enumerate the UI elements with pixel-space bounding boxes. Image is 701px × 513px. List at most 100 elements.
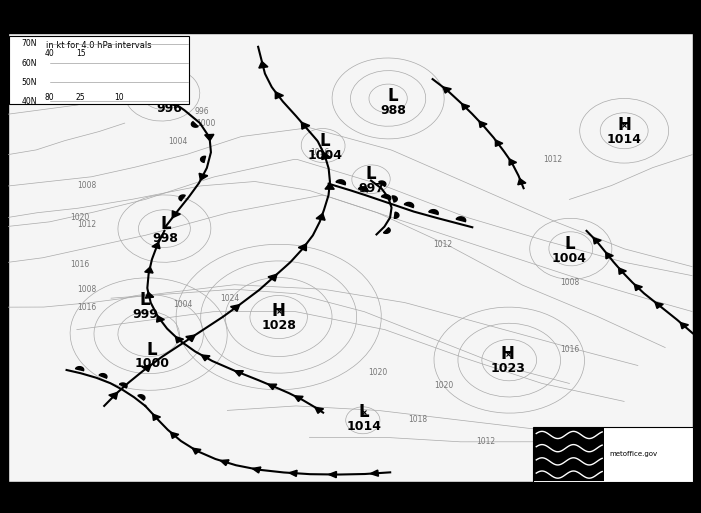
Polygon shape [496,140,503,146]
Text: 40N: 40N [22,96,37,106]
Polygon shape [235,371,243,376]
Text: H: H [272,302,285,321]
Text: in kt for 4.0 hPa intervals: in kt for 4.0 hPa intervals [46,41,152,50]
Polygon shape [301,122,310,129]
Text: L: L [564,235,575,253]
Text: L: L [366,166,376,184]
Polygon shape [655,302,663,308]
Text: 1014: 1014 [606,133,641,146]
Polygon shape [322,152,331,160]
Text: 1028: 1028 [261,319,296,332]
Polygon shape [175,337,184,343]
Polygon shape [156,315,165,322]
Text: 996: 996 [195,107,210,116]
Text: 996: 996 [156,102,182,114]
Polygon shape [329,471,336,478]
Polygon shape [153,414,161,421]
Polygon shape [518,179,526,185]
Polygon shape [456,217,465,222]
Polygon shape [119,383,127,388]
Polygon shape [109,392,118,399]
Text: 1000: 1000 [135,358,170,370]
Polygon shape [76,367,83,371]
Bar [533,427,693,482]
Polygon shape [170,432,179,439]
Polygon shape [186,335,195,342]
Text: 25: 25 [76,93,86,103]
Text: 1016: 1016 [78,303,97,312]
Text: 1018: 1018 [408,415,427,424]
Text: 1012: 1012 [433,240,452,249]
Text: 1004: 1004 [168,136,188,146]
Polygon shape [294,396,303,402]
Polygon shape [179,195,185,201]
Polygon shape [370,470,379,476]
Polygon shape [172,211,180,218]
Text: H: H [501,345,515,363]
Text: 40: 40 [44,49,54,58]
Polygon shape [619,268,626,274]
Text: 50N: 50N [22,77,37,87]
Polygon shape [606,252,613,259]
Text: 988: 988 [380,104,406,117]
Text: 1023: 1023 [491,362,525,375]
Polygon shape [220,460,229,465]
Polygon shape [268,384,277,389]
Text: 1008: 1008 [78,182,97,190]
Polygon shape [275,92,283,99]
Text: 15: 15 [76,49,86,58]
Polygon shape [316,213,325,220]
Polygon shape [152,242,160,249]
Polygon shape [358,187,368,192]
Polygon shape [191,122,198,127]
Text: 999: 999 [132,308,158,321]
Text: 998: 998 [153,232,179,245]
Polygon shape [429,210,438,214]
Text: L: L [320,132,330,150]
Text: 1024: 1024 [220,293,239,303]
Text: 60N: 60N [22,58,37,68]
Polygon shape [252,467,261,473]
Polygon shape [142,365,151,371]
Polygon shape [383,228,390,233]
Polygon shape [479,121,487,128]
Text: L: L [164,85,175,103]
Polygon shape [99,373,107,378]
Text: 1004: 1004 [552,252,587,265]
Polygon shape [201,355,210,361]
Polygon shape [680,323,688,329]
Polygon shape [199,173,207,180]
Text: 1016: 1016 [560,345,579,354]
Polygon shape [404,203,414,207]
Text: 997: 997 [358,182,384,195]
Polygon shape [336,180,346,185]
Polygon shape [381,194,390,200]
Polygon shape [259,62,268,68]
Text: 1008: 1008 [78,285,97,294]
Polygon shape [394,212,399,219]
Text: H: H [618,116,631,134]
Polygon shape [138,394,145,400]
Polygon shape [205,134,214,141]
Text: L: L [147,341,158,359]
Text: 1020: 1020 [368,368,388,377]
Text: 1012: 1012 [543,154,562,164]
Text: L: L [388,87,398,105]
Text: 1004: 1004 [173,301,193,309]
Polygon shape [509,159,517,165]
Text: L: L [140,291,151,309]
Text: 1016: 1016 [310,148,329,157]
Text: metoffice.gov: metoffice.gov [610,451,658,457]
Polygon shape [443,87,451,93]
Polygon shape [268,274,277,281]
Text: 10: 10 [114,93,124,103]
Text: 70N: 70N [22,39,37,48]
Polygon shape [379,181,386,186]
Text: 1012: 1012 [78,220,97,229]
Polygon shape [593,238,601,244]
Text: 1020: 1020 [71,213,90,222]
Polygon shape [231,305,240,311]
Polygon shape [634,284,642,290]
Polygon shape [192,448,201,454]
Text: 1008: 1008 [560,278,579,287]
